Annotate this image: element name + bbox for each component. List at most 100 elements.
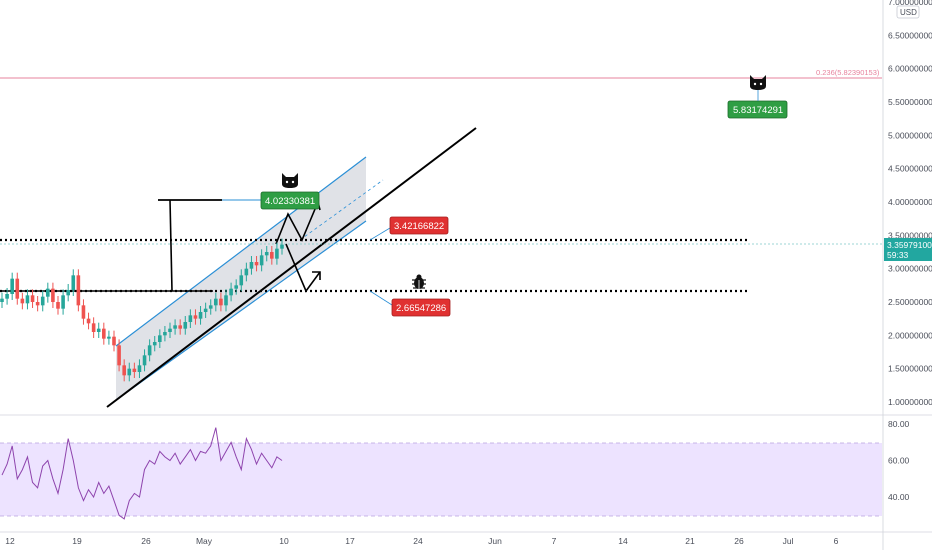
candle-body (208, 305, 213, 309)
price-tick-label: 5.00000000 (888, 130, 932, 140)
candle-body (183, 322, 188, 329)
bull-path-arrow[interactable] (275, 201, 319, 245)
candle-body (35, 302, 40, 306)
resistance-callout[interactable]: 3.42166822 (389, 216, 449, 235)
rsi-tick-label: 60.00 (888, 456, 910, 466)
rsi-tick-label: 80.00 (888, 419, 910, 429)
candle-body (244, 268, 249, 276)
candle-body (193, 315, 198, 319)
support-callout[interactable]: 2.66547286 (391, 298, 451, 317)
price-tick-label: 4.50000000 (888, 164, 932, 174)
date-tick-label: 10 (279, 536, 289, 546)
candle-body (163, 332, 167, 336)
candle-body (168, 328, 172, 332)
candle-body (280, 244, 284, 249)
candle-body (51, 288, 55, 302)
candle-body (152, 342, 157, 346)
candle-body (178, 325, 182, 329)
target-mid-callout[interactable]: 4.02330381 (260, 191, 320, 210)
last-price: 3.35979100 (887, 240, 932, 250)
candle-body (86, 318, 91, 324)
candle-body (112, 336, 116, 346)
candle-body (102, 328, 106, 339)
price-tick-label: 5.50000000 (888, 97, 932, 107)
price-tick-label: 6.50000000 (888, 30, 932, 40)
candle-body (66, 290, 70, 296)
currency-badge[interactable] (896, 5, 920, 19)
date-tick-label: 24 (413, 536, 423, 546)
candle-body (127, 368, 132, 376)
candle-body (270, 252, 274, 259)
resistance-label: 3.42166822 (394, 221, 444, 232)
trend-line[interactable] (106, 127, 477, 408)
price-tick-label: 3.00000000 (888, 264, 932, 274)
candle-body (81, 305, 86, 319)
price-tick-label: 7.00000000 (888, 0, 932, 7)
price-tick-label: 1.00000000 (888, 397, 932, 407)
candle-body (214, 298, 218, 306)
date-tick-label: 19 (72, 536, 82, 546)
target-high-label: 5.83174291 (733, 105, 783, 116)
candle-body (259, 255, 264, 266)
candle-body (173, 325, 177, 329)
date-tick-label: 7 (552, 536, 557, 546)
candle-body (10, 278, 14, 294)
price-tick-label: 2.50000000 (888, 297, 932, 307)
candle-body (198, 312, 203, 319)
rsi-axis[interactable]: 40.00 60.00 80.00 (888, 419, 910, 502)
candle-body (91, 323, 96, 332)
candle-body (158, 335, 162, 342)
target-mid-label: 4.02330381 (265, 196, 315, 207)
candle-body (40, 296, 45, 306)
price-tick-label: 3.50000000 (888, 230, 932, 240)
candle-body (122, 365, 126, 376)
channel-upper[interactable] (115, 156, 367, 347)
candle-body (5, 294, 9, 299)
date-tick-label: 26 (141, 536, 151, 546)
date-tick-label: 21 (685, 536, 695, 546)
date-tick-label: 14 (618, 536, 628, 546)
candle-body (249, 262, 254, 269)
date-tick-label: 6 (834, 536, 839, 546)
candle-body (76, 275, 81, 306)
time-axis[interactable]: 12 19 26 May 10 17 24 Jun 7 14 21 26 Jul 6 (5, 536, 838, 546)
candle-body (254, 262, 259, 266)
cat-icon (282, 173, 298, 188)
candle-body (229, 288, 233, 296)
callout-pointer-support (369, 290, 393, 306)
bug-icon (412, 274, 426, 289)
bear-path-arrow[interactable] (285, 243, 321, 293)
date-tick-label: 17 (345, 536, 355, 546)
price-tick-label: 4.00000000 (888, 197, 932, 207)
date-tick-label: 26 (734, 536, 744, 546)
candle-body (56, 302, 60, 309)
candle-body (219, 298, 223, 306)
candle-body (264, 252, 269, 256)
candle-body (188, 315, 193, 322)
date-tick-label: May (196, 536, 213, 546)
countdown: 59:33 (887, 250, 909, 260)
candle-body (132, 368, 137, 372)
date-tick-label: 12 (5, 536, 15, 546)
channel-extension (299, 179, 384, 241)
target-high-callout[interactable]: 5.83174291 (727, 100, 788, 119)
candle-body (25, 295, 30, 304)
price-axis[interactable]: 1.00000000 1.50000000 2.00000000 2.50000000… (888, 0, 932, 407)
date-tick-label: Jul (783, 536, 794, 546)
currency-label: USD (900, 8, 917, 17)
candle-body (239, 275, 244, 286)
candles (0, 238, 284, 382)
candle-body (15, 278, 20, 299)
candle-body (61, 295, 65, 309)
candle-body (224, 295, 228, 306)
candle-body (46, 288, 50, 297)
rsi-band-fill (0, 443, 882, 516)
candle-body (0, 298, 4, 302)
channel-lower[interactable] (115, 220, 367, 401)
bear-arrowhead (312, 271, 321, 280)
rsi-line (1, 427, 283, 520)
candle-body (96, 328, 101, 332)
candle-body (107, 336, 111, 339)
